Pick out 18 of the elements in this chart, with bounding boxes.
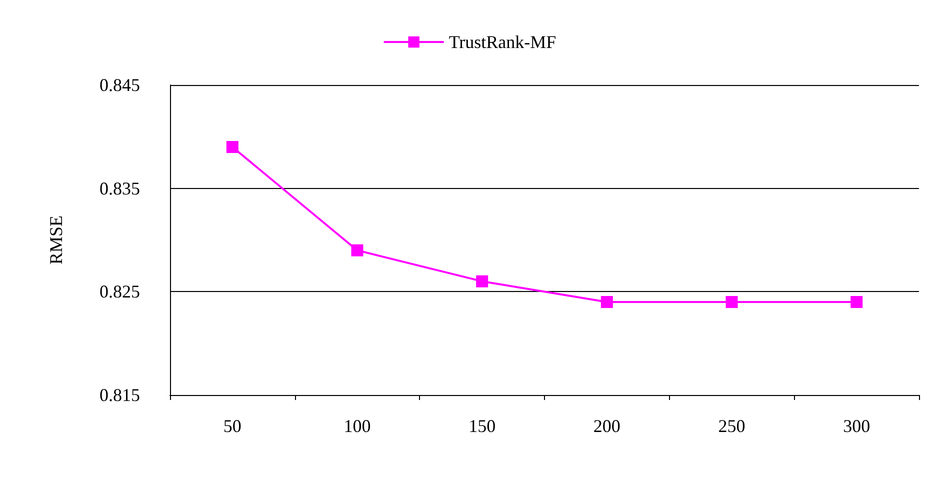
- point: [726, 296, 738, 308]
- x-tick-label: 250: [718, 416, 746, 436]
- point: [476, 275, 488, 288]
- point: [850, 296, 863, 308]
- x-tick-label: 200: [593, 416, 620, 436]
- y-axis-title: RMSE: [46, 215, 66, 265]
- x-tick-label: 100: [344, 416, 371, 436]
- point: [351, 244, 364, 256]
- x-tick-label: 300: [843, 416, 870, 436]
- point: [600, 296, 613, 308]
- x-tick-label: 150: [468, 416, 496, 436]
- y-tick-label: 0.815: [100, 385, 140, 405]
- x-tick-label: 50: [223, 416, 242, 436]
- y-tick-label: 0.835: [100, 178, 140, 198]
- point: [226, 141, 238, 153]
- y-tick-label: 0.825: [100, 282, 140, 302]
- y-tick-label: 0.845: [100, 75, 140, 95]
- legend-label: TrustRank-MF: [448, 32, 556, 52]
